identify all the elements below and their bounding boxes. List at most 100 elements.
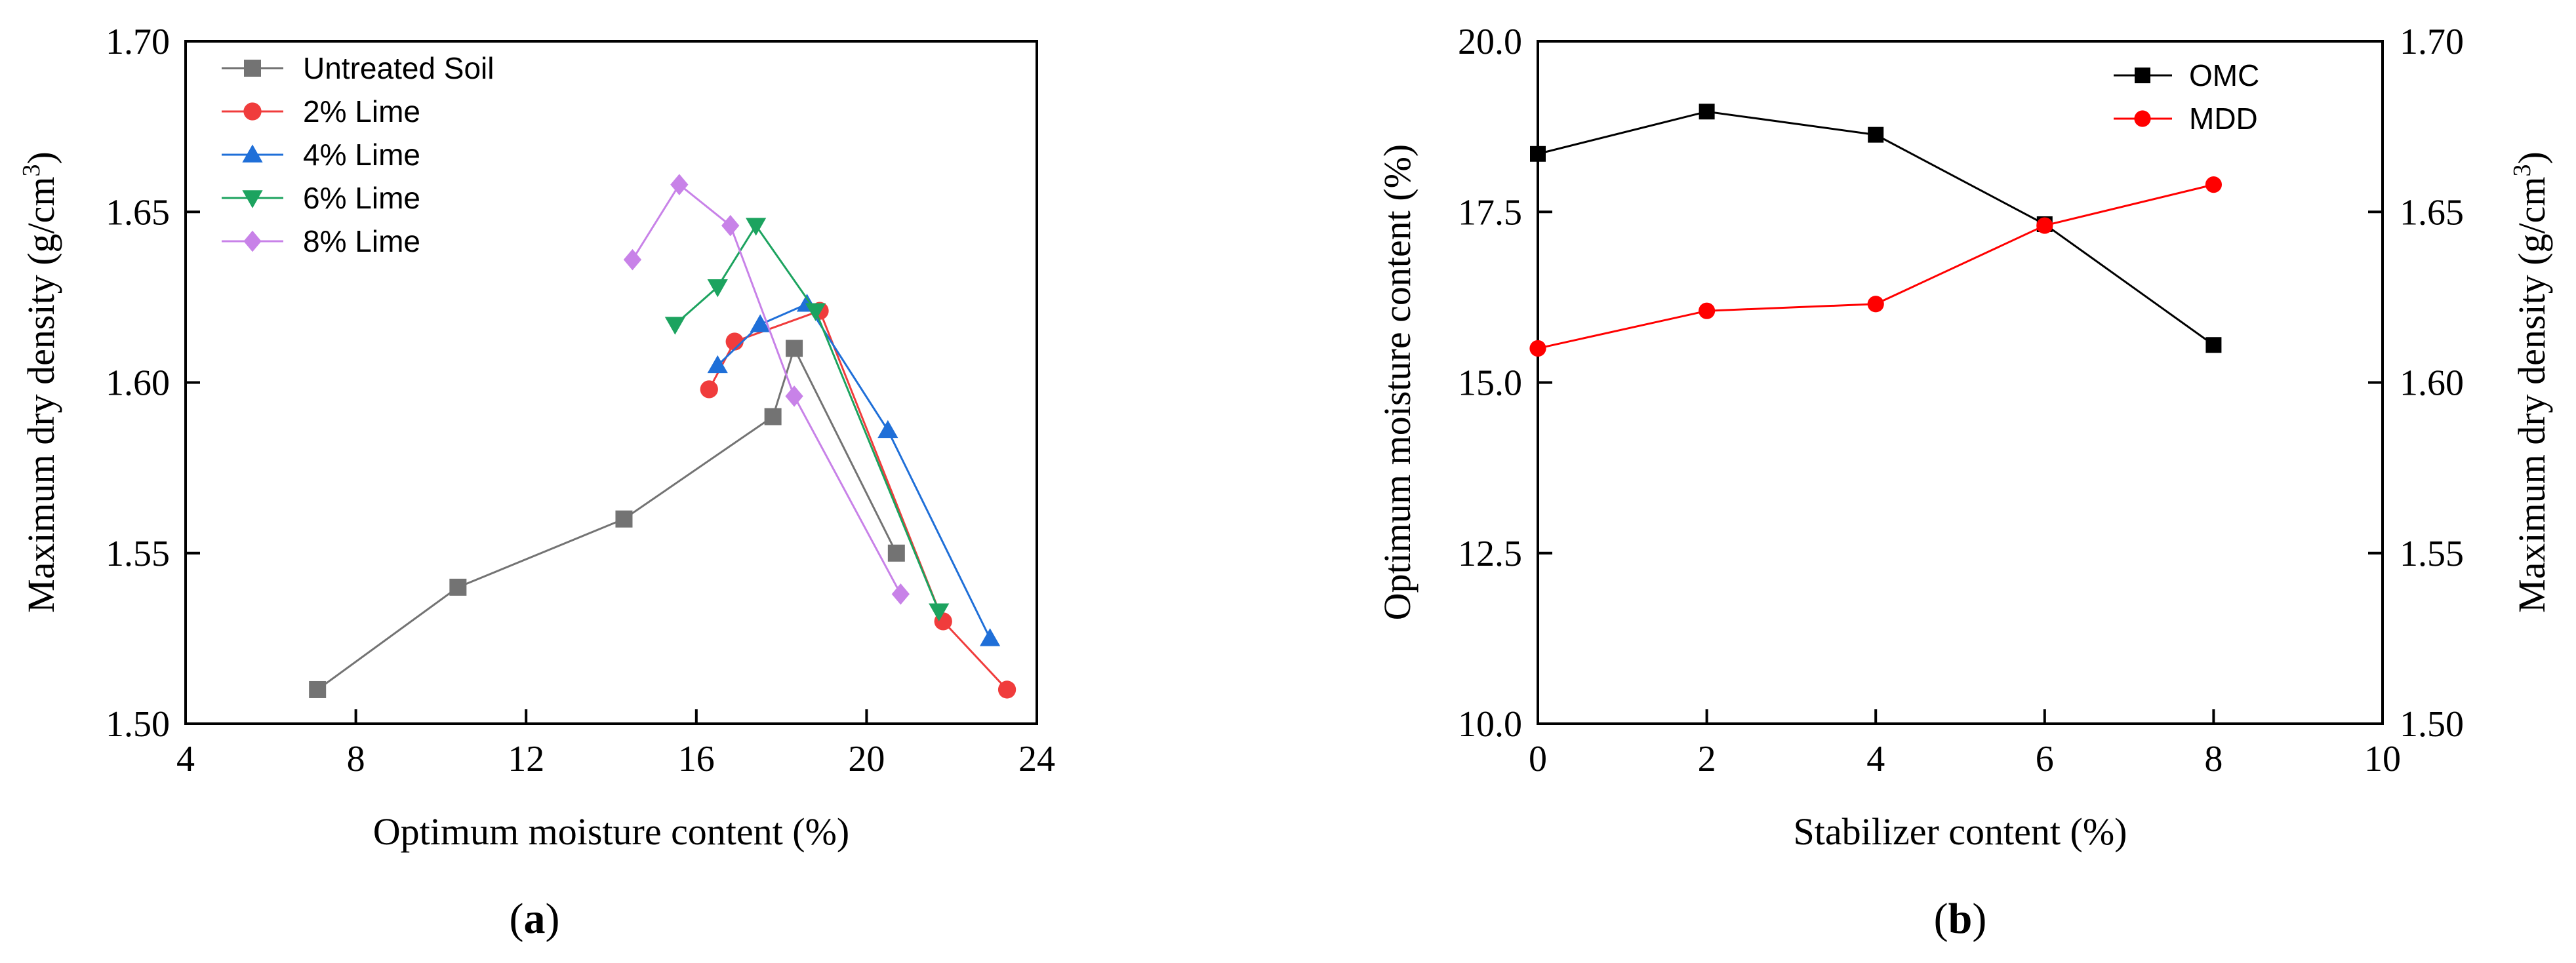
panel-a-legend-item: Untreated Soil bbox=[222, 51, 494, 85]
panel-a-series-line bbox=[717, 302, 991, 639]
panel-a-legend-label: 6% Lime bbox=[303, 181, 420, 215]
panel-a-series-line bbox=[708, 309, 1008, 690]
panel-a-x-tick-label: 4 bbox=[176, 739, 195, 779]
panel-a-legend-item: 6% Lime bbox=[222, 181, 420, 215]
panel-b-left-y-tick-label: 12.5 bbox=[1458, 534, 1522, 574]
panel-a-y-axis-title-main: Maximum dry density (g/cm bbox=[20, 177, 62, 613]
panel-b-right-y-tick-label: 1.50 bbox=[2400, 704, 2464, 745]
panel-a-x-tick-label: 16 bbox=[678, 739, 715, 779]
panel-a-x-tick-label: 24 bbox=[1018, 739, 1055, 779]
panel-a-legend-item: 4% Lime bbox=[222, 138, 420, 172]
panel-a-data-point bbox=[700, 380, 718, 399]
panel-a-x-axis-title: Optimum moisture content (%) bbox=[373, 810, 849, 853]
panel-a-data-point bbox=[877, 420, 898, 439]
panel-a-data-point bbox=[664, 317, 685, 335]
panel-a-chart: 4 8 12 16 20 24 1.50 1.55 1.60 1.65 1.70 Untreate… bbox=[18, 22, 1055, 943]
panel-a-y-tick-label: 1.70 bbox=[106, 22, 170, 62]
panel-b-x-tick-label: 2 bbox=[1698, 739, 1716, 779]
panel-b-left-y-ticks: 10.0 12.5 15.0 17.5 20.0 bbox=[1458, 22, 1552, 745]
panel-a-label-letter: a bbox=[524, 895, 546, 943]
panel-a-legend-label: 8% Lime bbox=[303, 224, 420, 258]
panel-a-data-point bbox=[764, 408, 782, 425]
panel-b-left-y-tick-label: 20.0 bbox=[1458, 22, 1522, 62]
panel-b-data-point bbox=[1529, 340, 1546, 357]
panel-a-y-tick-label: 1.50 bbox=[106, 704, 170, 745]
panel-a-data-point bbox=[707, 279, 728, 298]
panel-a-data-point bbox=[670, 174, 689, 195]
panel-b-right-y-tick-label: 1.60 bbox=[2400, 363, 2464, 404]
panel-b-data-point bbox=[1530, 146, 1546, 162]
panel-a-legend-swatch-marker bbox=[242, 190, 263, 208]
panel-b-x-tick-label: 6 bbox=[2036, 739, 2054, 779]
panel-b-x-tick-label: 4 bbox=[1866, 739, 1885, 779]
panel-a-legend-item: 8% Lime bbox=[222, 224, 420, 258]
panel-a-x-tick-label: 20 bbox=[848, 739, 885, 779]
panel-b-legend: OMC MDD bbox=[2114, 58, 2259, 136]
panel-a-data-point bbox=[707, 355, 728, 374]
panel-a-x-ticks: 4 8 12 16 20 24 bbox=[176, 709, 1055, 779]
panel-a-data-point bbox=[623, 248, 642, 271]
panel-a-data-point bbox=[887, 544, 905, 562]
panel-a-series-line bbox=[317, 345, 898, 691]
panel-a-series-line bbox=[632, 183, 902, 595]
panel-a-label: (a) bbox=[510, 895, 560, 943]
panel-a-x-tick-label: 12 bbox=[508, 739, 544, 779]
panel-b-right-y-axis-title-sup: 3 bbox=[2508, 165, 2536, 177]
panel-a-legend: Untreated Soil 2% Lime 4% Lime 6% Lime 8% Li… bbox=[222, 51, 494, 258]
panel-b-right-y-axis-title-main: Maximum dry density (g/cm bbox=[2510, 177, 2553, 613]
panel-b-right-y-tick-label: 1.55 bbox=[2400, 534, 2464, 574]
panel-b-data-point bbox=[2205, 337, 2222, 353]
panel-a-y-ticks: 1.50 1.55 1.60 1.65 1.70 bbox=[106, 22, 200, 745]
panel-a-data-point bbox=[929, 603, 950, 621]
panel-a-legend-swatch-marker bbox=[243, 102, 262, 121]
panel-a-y-tick-label: 1.60 bbox=[106, 363, 170, 404]
panel-b-x-tick-label: 10 bbox=[2364, 739, 2401, 779]
panel-a-y-axis-title: Maximum dry density (g/cm3) bbox=[18, 151, 62, 613]
panel-b-series-line bbox=[1537, 184, 2214, 349]
panel-a-legend-swatch-marker bbox=[244, 60, 261, 77]
panel-b-data-point bbox=[1699, 104, 1715, 120]
panel-b-legend-label: MDD bbox=[2189, 102, 2258, 136]
panel-a-y-axis-title-close: ) bbox=[20, 151, 62, 164]
panel-b-legend-swatch-marker bbox=[2135, 68, 2150, 83]
panel-b-right-y-tick-label: 1.65 bbox=[2400, 192, 2464, 233]
panel-b-label: (b) bbox=[1934, 895, 1987, 943]
panel-a-y-tick-label: 1.65 bbox=[106, 192, 170, 233]
panel-a-data-point bbox=[786, 340, 803, 357]
panel-b-right-y-tick-label: 1.70 bbox=[2400, 22, 2464, 62]
panel-b-legend-item: MDD bbox=[2114, 102, 2258, 136]
panel-a-data-point bbox=[750, 314, 771, 332]
panel-a-data-point bbox=[785, 385, 803, 407]
panel-b-right-y-axis-title: Maximum dry density (g/cm3) bbox=[2508, 151, 2553, 613]
panel-a-series-2 bbox=[700, 302, 1016, 699]
panel-a-data-point bbox=[309, 680, 327, 698]
panel-b-series-omc bbox=[1530, 104, 2222, 353]
panel-b-data-point bbox=[2205, 176, 2222, 193]
panel-a-data-point bbox=[805, 303, 826, 321]
panel-a-legend-swatch-marker bbox=[242, 144, 263, 163]
panel-a-legend-label: 2% Lime bbox=[303, 94, 420, 128]
panel-a-data-point bbox=[980, 628, 1001, 646]
panel-b-data-point bbox=[1867, 296, 1884, 313]
panel-a-series-1 bbox=[309, 340, 905, 698]
panel-b-label-letter: b bbox=[1948, 895, 1973, 943]
panel-a-series-4 bbox=[664, 218, 950, 621]
panel-a-y-tick-label: 1.55 bbox=[106, 534, 170, 574]
panel-b-chart: 0 2 4 6 8 10 10.0 12.5 15.0 17.5 20.0 1.50 1.55 1.6… bbox=[1376, 22, 2553, 943]
panel-b-left-y-tick-label: 17.5 bbox=[1458, 192, 1522, 233]
panel-b-x-tick-label: 0 bbox=[1529, 739, 1547, 779]
panel-a-legend-label: Untreated Soil bbox=[303, 51, 494, 85]
panel-a-legend-swatch-marker bbox=[243, 230, 262, 252]
panel-b-plot-frame bbox=[1537, 40, 2384, 725]
panel-a-data-point bbox=[997, 680, 1016, 699]
panel-a-legend-label: 4% Lime bbox=[303, 138, 420, 172]
panel-b-data-point bbox=[2036, 217, 2053, 234]
panel-b-left-y-axis-title: Optimum moisture content (%) bbox=[1376, 144, 1419, 620]
panel-b-right-y-ticks: 1.50 1.55 1.60 1.65 1.70 bbox=[2368, 22, 2464, 745]
panel-a-series-layer bbox=[309, 174, 1016, 699]
panel-a-data-point bbox=[615, 510, 633, 528]
panel-a-data-point bbox=[891, 583, 910, 605]
panel-b-series-mdd bbox=[1529, 176, 2222, 357]
panel-b-series-layer bbox=[1529, 104, 2222, 357]
